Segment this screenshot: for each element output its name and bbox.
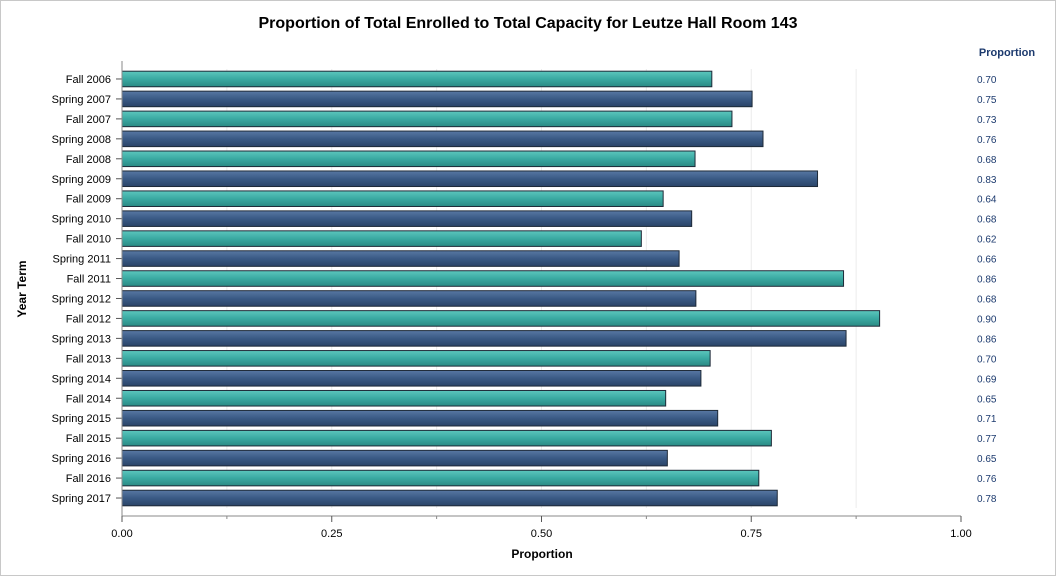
x-tick-labels: 0.00 0.25 0.50 0.75 1.00	[111, 516, 972, 540]
value-label: 0.68	[977, 215, 997, 226]
value-label: 0.70	[977, 354, 997, 365]
y-tick-label: Fall 2008	[66, 154, 111, 166]
value-label: 0.78	[977, 494, 997, 505]
x-tick-label: 1.00	[950, 528, 971, 540]
value-label: 0.68	[977, 294, 997, 305]
value-label: 0.86	[977, 275, 997, 286]
bar-fall-2012	[121, 310, 881, 327]
value-label: 0.62	[977, 235, 997, 246]
y-tick-label: Spring 2013	[52, 333, 111, 345]
value-label: 0.69	[977, 374, 997, 385]
bar-fall-2006	[121, 70, 713, 88]
y-tick-label: Spring 2015	[52, 413, 111, 425]
x-tick-label: 0.75	[741, 528, 762, 540]
bar-spring-2008	[121, 130, 764, 148]
bar-fall-2007	[121, 110, 733, 128]
x-tick-label: 0.25	[321, 528, 342, 540]
y-tick-label: Fall 2013	[66, 353, 111, 365]
bar-fall-2011	[121, 270, 845, 287]
bar-spring-2007	[121, 90, 753, 108]
value-label: 0.83	[977, 175, 997, 186]
y-tick-label: Spring 2009	[52, 174, 111, 186]
value-label: 0.73	[977, 115, 997, 126]
y-tick-label: Fall 2009	[66, 194, 111, 206]
value-column-header: Proportion	[979, 47, 1035, 59]
y-axis-title: Year Term	[15, 260, 29, 317]
value-label: 0.76	[977, 135, 997, 146]
chart-title: Proportion of Total Enrolled to Total Ca…	[259, 15, 798, 32]
bar-spring-2010	[121, 210, 693, 227]
value-label: 0.90	[977, 314, 997, 325]
value-label: 0.65	[977, 454, 997, 465]
value-label: 0.75	[977, 95, 997, 106]
bar-spring-2017	[121, 489, 778, 507]
value-label: 0.65	[977, 394, 997, 405]
y-tick-label: Fall 2015	[66, 433, 111, 445]
y-tick-label: Fall 2011	[67, 274, 111, 286]
x-tick-label: 0.50	[531, 528, 552, 540]
bar-spring-2013	[121, 330, 847, 347]
value-label: 0.76	[977, 474, 997, 485]
bar-spring-2014	[121, 370, 702, 387]
y-tick-label: Fall 2010	[66, 234, 111, 246]
bar-fall-2010	[121, 230, 642, 247]
bar-fall-2016	[121, 469, 760, 487]
y-tick-labels: Fall 2006 Spring 2007 Fall 2007 Spring 2008…	[52, 74, 122, 505]
value-label: 0.66	[977, 255, 997, 266]
bars-group	[121, 70, 881, 507]
y-tick-label: Spring 2017	[52, 493, 111, 505]
y-tick-label: Fall 2007	[66, 114, 111, 126]
value-label: 0.86	[977, 334, 997, 345]
bar-fall-2015	[121, 429, 772, 447]
value-label: 0.70	[977, 75, 997, 86]
y-tick-label: Fall 2012	[66, 313, 111, 325]
bar-spring-2016	[121, 449, 668, 467]
y-tick-label: Fall 2014	[66, 393, 111, 405]
value-label: 0.64	[977, 195, 997, 206]
x-tick-label: 0.00	[111, 528, 132, 540]
y-tick-label: Spring 2016	[52, 453, 111, 465]
y-tick-label: Spring 2007	[52, 94, 111, 106]
y-tick-label: Spring 2011	[52, 254, 111, 266]
bar-spring-2015	[121, 409, 719, 427]
value-label: 0.68	[977, 155, 997, 166]
bar-spring-2011	[121, 250, 680, 267]
value-label: 0.71	[977, 414, 997, 425]
bar-fall-2009	[121, 190, 664, 207]
bar-spring-2012	[121, 290, 697, 307]
value-labels: 0.70 0.75 0.73 0.76 0.68 0.83 0.64 0.68 0.62 0.66…	[977, 75, 997, 505]
y-tick-label: Fall 2006	[66, 74, 111, 86]
y-tick-label: Spring 2008	[52, 134, 111, 146]
y-tick-label: Spring 2012	[52, 293, 111, 305]
y-tick-label: Spring 2010	[52, 214, 111, 226]
bar-fall-2014	[121, 389, 667, 407]
bar-fall-2013	[121, 350, 711, 367]
bar-spring-2009	[121, 170, 819, 188]
y-tick-label: Fall 2016	[66, 473, 111, 485]
bar-fall-2008	[121, 150, 696, 168]
y-tick-label: Spring 2014	[52, 373, 111, 385]
value-label: 0.77	[977, 434, 997, 445]
x-axis-title: Proportion	[511, 547, 572, 561]
